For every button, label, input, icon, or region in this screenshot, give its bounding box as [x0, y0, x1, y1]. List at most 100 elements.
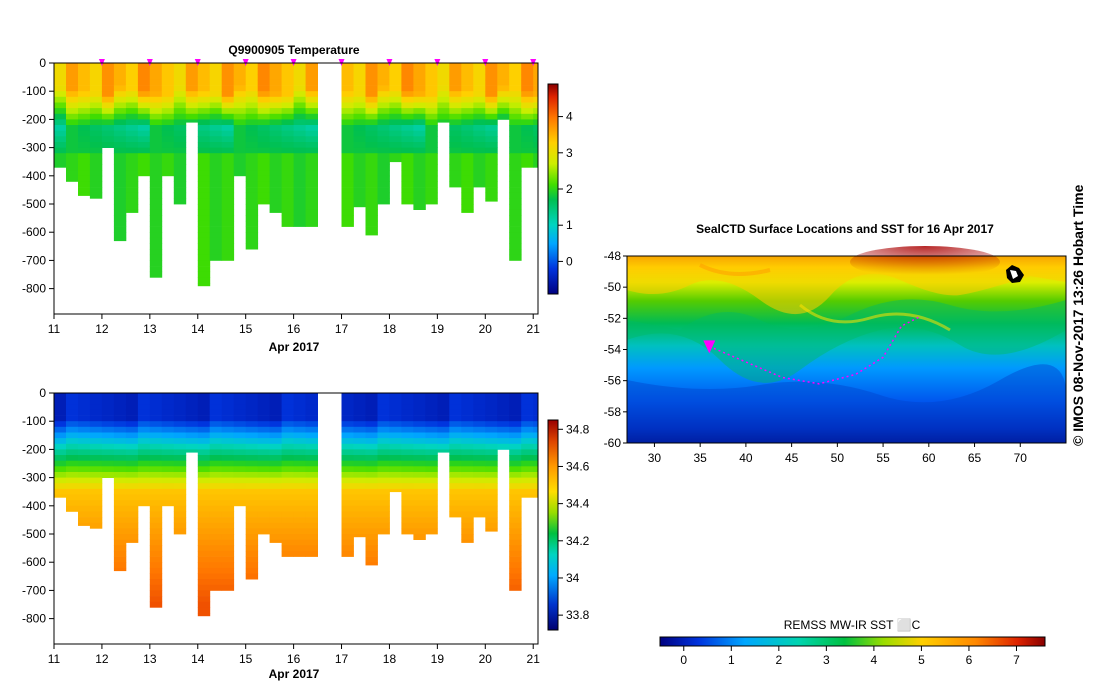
profile-cell	[161, 415, 175, 422]
profile-cell	[209, 432, 223, 439]
profile-cell	[341, 85, 354, 92]
profile-cell	[54, 85, 67, 92]
profile-cell	[365, 455, 378, 461]
profile-cell	[365, 477, 378, 484]
profile-cell	[209, 443, 223, 450]
profile-cell	[233, 91, 247, 98]
land-island	[1006, 265, 1024, 283]
profile-cell	[257, 483, 271, 490]
profile-cell	[509, 215, 522, 222]
profile-cell	[461, 136, 474, 143]
profile-cell	[365, 147, 378, 154]
profile-cell	[413, 460, 426, 467]
profile-cell	[473, 426, 486, 433]
profile-cell	[149, 466, 163, 473]
x-tick-label: 14	[191, 322, 205, 336]
profile-cell	[485, 63, 498, 69]
profile-cell	[353, 432, 366, 439]
profile-cell	[425, 528, 438, 535]
profile-cell	[161, 432, 175, 439]
profile-cell	[269, 415, 282, 422]
profile-cell	[461, 125, 474, 131]
profile-cell	[221, 522, 235, 529]
profile-cell	[377, 505, 390, 512]
profile-cell	[509, 108, 522, 115]
profile-cell	[269, 181, 282, 188]
profile-cell	[149, 170, 163, 177]
profile-cell	[401, 438, 414, 445]
profile-cell	[377, 477, 390, 484]
profile-cell	[78, 500, 91, 507]
profile-cell	[341, 192, 354, 199]
profile-cell	[269, 460, 282, 467]
profile-cell	[341, 522, 354, 529]
profile-cell	[293, 119, 306, 126]
profile-cell	[245, 204, 259, 210]
profile-cell	[78, 153, 91, 160]
profile-cell	[233, 63, 247, 69]
profile-cell	[209, 517, 223, 524]
profile-cell	[473, 460, 486, 467]
profile-cell	[293, 426, 306, 433]
profile-cell	[78, 449, 91, 456]
profile-cell	[293, 102, 306, 109]
profile-cell	[197, 237, 211, 244]
profile-cell	[269, 204, 282, 210]
profile-cell	[125, 472, 139, 478]
profile-cell	[221, 142, 235, 148]
profile-cell	[149, 243, 163, 250]
profile-cell	[161, 74, 175, 81]
profile-cell	[533, 74, 539, 81]
profile-cell	[66, 443, 79, 450]
profile-cell	[293, 91, 306, 98]
profile-cell	[401, 398, 414, 405]
profile-cell	[365, 522, 378, 529]
profile-cell	[485, 488, 498, 495]
profile-cell	[341, 108, 354, 115]
profile-cell	[269, 164, 282, 171]
y-tick-label: -200	[22, 112, 46, 126]
profile-cell	[449, 511, 462, 518]
profile-cell	[341, 158, 354, 165]
profile-cell	[113, 522, 127, 529]
profile-cell	[413, 404, 426, 411]
profile-cell	[473, 511, 486, 518]
profile-cell	[137, 85, 151, 92]
profile-cell	[533, 79, 539, 86]
profile-cell	[269, 113, 282, 120]
profile-cell	[221, 539, 235, 546]
profile-cell	[389, 483, 402, 490]
profile-cell	[197, 562, 211, 569]
profile-cell	[485, 443, 498, 450]
profile-cell	[125, 517, 139, 524]
profile-cell	[54, 398, 67, 405]
profile-cell	[353, 147, 366, 154]
profile-cell	[293, 517, 306, 524]
profile-cell	[149, 590, 163, 597]
profile-cell	[269, 483, 282, 490]
profile-cell	[281, 63, 294, 69]
profile-cell	[533, 164, 539, 168]
profile-cell	[149, 232, 163, 239]
profile-cell	[293, 483, 306, 490]
sst-map-panel: SealCTD Surface Locations and SST for 16…	[604, 222, 1067, 667]
profile-cell	[281, 522, 294, 529]
y-tick-label: -600	[22, 555, 46, 569]
profile-cell	[473, 409, 486, 416]
y-tick-label: -500	[22, 197, 46, 211]
profile-cell	[66, 426, 79, 433]
profile-cell	[89, 404, 103, 411]
profile-cell	[473, 147, 486, 154]
profile-cell	[101, 426, 115, 433]
profile-cell	[425, 488, 438, 495]
profile-cell	[485, 96, 498, 103]
profile-cell	[78, 494, 91, 501]
profile-cell	[78, 113, 91, 120]
profile-cell	[473, 170, 486, 177]
profile-cell	[54, 404, 67, 411]
profile-cell	[341, 136, 354, 143]
profile-cell	[221, 175, 235, 182]
profile-cell	[269, 421, 282, 428]
profile-cell	[221, 249, 235, 256]
profile-cell	[401, 119, 414, 126]
